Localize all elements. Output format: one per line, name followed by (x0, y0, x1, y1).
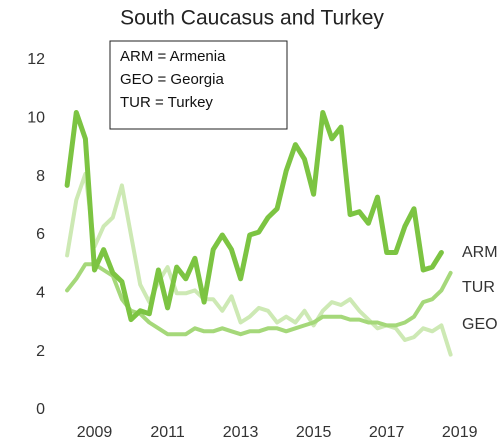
y-tick-label: 8 (36, 168, 45, 185)
legend-text: GEO = Georgia (120, 71, 224, 88)
x-tick-label: 2019 (442, 424, 478, 441)
series-label: TUR (462, 279, 495, 296)
y-tick-label: 4 (36, 285, 45, 302)
series-label: ARM (462, 244, 498, 261)
chart-title: South Caucasus and Turkey (120, 7, 384, 30)
x-tick-label: 2009 (77, 424, 113, 441)
x-tick-label: 2013 (223, 424, 259, 441)
series-label: GEO (462, 316, 498, 333)
series-line (64, 110, 444, 323)
x-tick-label: 2017 (369, 424, 405, 441)
legend-text: TUR = Turkey (120, 94, 213, 111)
y-tick-label: 2 (36, 343, 45, 360)
x-tick-label: 2015 (296, 424, 332, 441)
y-tick-label: 12 (27, 51, 45, 68)
series-line (65, 171, 453, 357)
legend-text: ARM = Armenia (120, 48, 226, 65)
x-tick-label: 2011 (150, 424, 185, 441)
legend-box (109, 40, 288, 130)
y-tick-label: 0 (36, 401, 45, 418)
y-tick-label: 10 (27, 110, 45, 127)
y-tick-label: 6 (36, 226, 45, 243)
